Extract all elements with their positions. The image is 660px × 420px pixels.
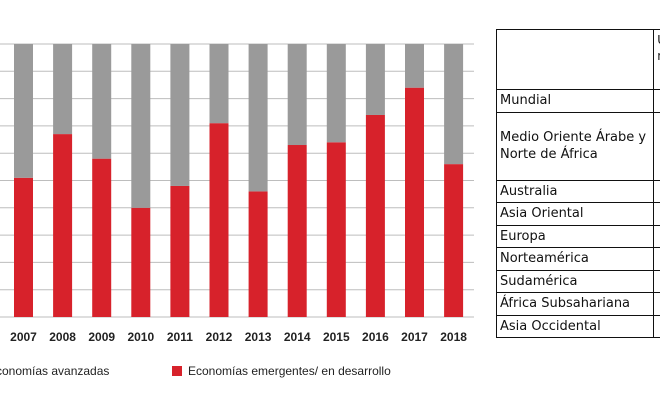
legend-emerging: Economías emergentes/ en desarrollo — [172, 364, 391, 378]
value-cell — [653, 179, 660, 204]
legend-emerging-swatch — [172, 366, 182, 376]
x-tick-label: 2018 — [440, 330, 467, 344]
x-tick-label: 2008 — [49, 330, 76, 344]
bar-emerging — [326, 142, 346, 317]
region-cell: Mundial — [495, 89, 655, 113]
bar-emerging — [365, 114, 385, 317]
bar-emerging — [92, 158, 112, 317]
bar-advanced — [326, 44, 346, 143]
value-cell — [653, 111, 660, 181]
bar-emerging — [14, 177, 33, 317]
bar-emerging — [209, 123, 229, 317]
bar-advanced — [248, 44, 268, 192]
region-cell: Asia Occidental — [495, 314, 655, 339]
bar-advanced — [92, 44, 112, 159]
bar-advanced — [131, 44, 151, 208]
region-cell: Asia Oriental — [495, 202, 655, 226]
value-cell — [653, 89, 660, 113]
x-tick-label: 2011 — [167, 330, 193, 344]
bar-emerging — [248, 191, 268, 317]
bar-advanced — [287, 44, 307, 146]
table-row: África Subsahariana — [495, 292, 660, 316]
table-row: Norteamérica — [495, 247, 660, 271]
value-cell — [653, 224, 660, 249]
legend-advanced-label: conomías avanzadas — [0, 364, 110, 378]
bar-emerging — [444, 164, 464, 317]
bar-advanced — [209, 44, 229, 124]
x-tick-label: 2010 — [127, 330, 154, 344]
bar-emerging — [170, 185, 190, 317]
table-row: Sudamérica — [495, 269, 660, 294]
bar-advanced — [14, 44, 33, 178]
region-cell: Europa — [495, 224, 655, 249]
bar-emerging — [53, 134, 73, 317]
region-cell: Norteamérica — [495, 247, 655, 271]
legend-emerging-label: Economías emergentes/ en desarrollo — [188, 364, 391, 378]
bar-emerging — [131, 207, 151, 317]
x-tick-label: 2007 — [10, 330, 37, 344]
value-cell — [653, 314, 660, 339]
table-header-partial: U n — [653, 29, 660, 90]
table-row: Asia Oriental — [495, 202, 660, 226]
table-row: Medio Oriente Árabe y Norte de África — [495, 111, 660, 181]
x-tick-label: 2009 — [88, 330, 115, 344]
table-header-row: U n — [495, 29, 660, 90]
bar-advanced — [444, 44, 464, 165]
bar-emerging — [287, 145, 307, 317]
x-tick-label: 2014 — [284, 330, 311, 344]
table-row: Asia Occidental — [495, 314, 660, 339]
bar-advanced — [365, 44, 385, 115]
value-cell — [653, 202, 660, 226]
bar-advanced — [53, 44, 73, 135]
region-cell: África Subsahariana — [495, 292, 655, 316]
bar-advanced — [170, 44, 190, 186]
region-cell: Medio Oriente Árabe y Norte de África — [495, 111, 655, 181]
region-cell: Sudamérica — [495, 269, 655, 294]
bar-emerging — [405, 87, 424, 318]
region-table: U n Mundial Medio Oriente Árabe y Norte … — [495, 29, 660, 339]
legend-advanced: conomías avanzadas — [0, 364, 109, 378]
table-row: Mundial — [495, 89, 660, 113]
stacked-bar-chart: 2007 2008 2009 2010 2011 2012 2013 2014 2015 2016… — [0, 43, 474, 344]
table-row: Australia — [495, 179, 660, 204]
value-cell — [653, 269, 660, 294]
x-tick-label: 2015 — [323, 330, 350, 344]
value-cell — [653, 292, 660, 316]
table-row: Europa — [495, 224, 660, 249]
x-tick-label: 2012 — [206, 330, 233, 344]
value-cell — [653, 247, 660, 271]
table-header-cell — [495, 29, 655, 90]
x-tick-label: 2013 — [245, 330, 272, 344]
bar-advanced — [405, 44, 424, 88]
x-tick-label: 2016 — [362, 330, 389, 344]
region-cell: Australia — [495, 179, 655, 204]
x-tick-label: 2017 — [401, 330, 428, 344]
